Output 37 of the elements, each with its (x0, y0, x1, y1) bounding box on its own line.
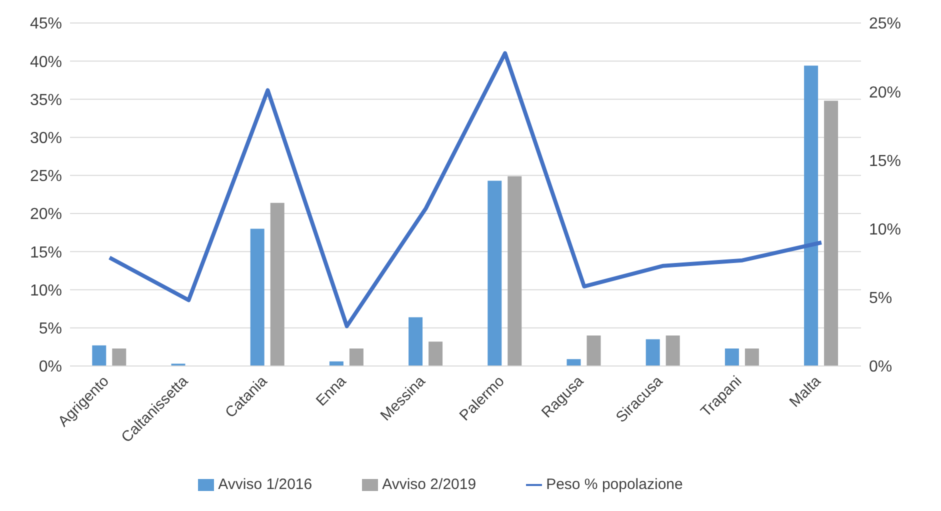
bar (349, 348, 364, 366)
bar (408, 317, 423, 366)
bar (250, 228, 264, 366)
bar (824, 100, 838, 366)
bar (566, 359, 581, 366)
bar (112, 348, 126, 366)
y-tick-label: 35% (30, 92, 62, 109)
bar (270, 202, 284, 366)
y-tick-label: 15% (30, 244, 62, 262)
bar (666, 335, 680, 366)
y2-tick-label: 5% (869, 290, 892, 308)
y-tick-label: 0% (38, 358, 62, 376)
bar (744, 348, 759, 366)
legend-label: Peso % popolazione (546, 476, 683, 493)
bar (724, 348, 739, 366)
bar (804, 66, 818, 366)
bar (508, 176, 522, 366)
y2-tick-label: 0% (869, 358, 892, 376)
y-tick-label: 5% (38, 320, 62, 338)
bar (92, 345, 106, 366)
bar (488, 180, 502, 366)
y-tick-label: 45% (30, 16, 62, 33)
line-series (108, 51, 824, 328)
bar (586, 335, 601, 366)
bar (646, 339, 660, 366)
y2-tick-label: 25% (869, 16, 902, 33)
y2-tick-label: 20% (869, 84, 902, 102)
y-tick-label: 40% (30, 54, 62, 71)
y-tick-label: 10% (30, 282, 62, 300)
y-tick-label: 20% (30, 206, 62, 224)
y-tick-label: 30% (30, 130, 62, 148)
y-tick-label: 25% (30, 168, 62, 186)
legend-label: Avviso 2/2019 (382, 476, 476, 493)
legend-label: Avviso 1/2016 (218, 476, 312, 493)
y2-tick-label: 10% (869, 221, 902, 238)
y2-tick-label: 15% (869, 152, 902, 170)
bar (428, 342, 443, 366)
